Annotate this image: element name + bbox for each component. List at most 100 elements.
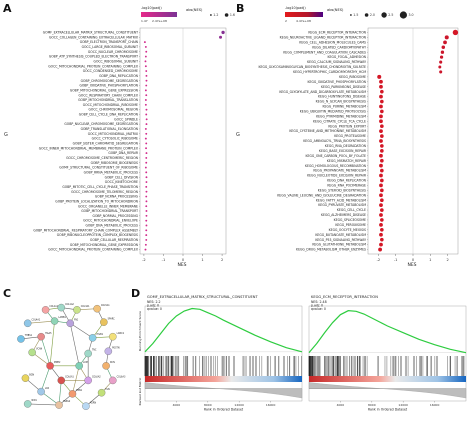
- network-node-label: MMP2: [54, 361, 61, 364]
- data-point: [380, 218, 384, 222]
- data-point: [380, 188, 384, 193]
- data-point: [380, 89, 384, 94]
- data-point: [144, 89, 147, 92]
- rank-heat-strip: [309, 376, 466, 382]
- category-label: KEGG_RNA_DEGRADATION: [325, 144, 367, 148]
- x-tick-label: 0: [412, 258, 415, 262]
- category-label: GOCC_RESPIRATORY_CHAIN_COMPLEX: [79, 93, 139, 97]
- category-label: GOBP_CELL_CYCLE_DNA_REPLICATION: [79, 113, 139, 117]
- category-label: GOBP_NUCLEAR_CHROMOSOME_SEGREGATION: [64, 122, 138, 126]
- data-point: [379, 153, 383, 158]
- category-label: KEGG_HUNTINGTONS_DISEASE: [318, 95, 366, 99]
- category-label: GOBP_NORMAL_PROCESSING: [93, 214, 139, 218]
- data-point: [441, 45, 446, 50]
- network-node-label: COL3A1: [81, 305, 90, 308]
- category-label: GOBP_CELL_DIVISION: [105, 175, 139, 179]
- panel-a-color-low: 1.47: [141, 19, 148, 23]
- category-label: GOBP_NCRNA_PROCESSING: [95, 195, 139, 199]
- gsea-ylabel-rank: Ranked List Metric: [138, 377, 142, 405]
- data-point: [379, 193, 383, 198]
- data-point: [379, 232, 383, 237]
- category-label: KEGG_CELL_CYCLE: [337, 208, 366, 212]
- network-node-label: LAMC1: [117, 332, 125, 335]
- data-point: [439, 60, 443, 64]
- rank-heat-strip: [145, 376, 302, 382]
- category-label: KEGG_CYSTEINE_AND_METHIONINE_METABOLISM: [289, 129, 366, 133]
- x-tick-label: 1: [429, 258, 431, 262]
- category-label: GOMF_EXTRACELLULAR_MATRIX_STRUCTURAL_CON…: [43, 31, 138, 35]
- category-label: GOCC_CONDENSED_CHROMOSOME: [83, 69, 138, 73]
- data-point: [221, 30, 225, 35]
- data-point: [145, 238, 148, 241]
- data-point: [444, 35, 449, 40]
- network-node: [21, 374, 30, 382]
- es-curve: [308, 310, 467, 354]
- panel-a-legend: -log10(padj) 1.47 2.47e+08 abs(NES) 1.2 1…: [141, 6, 235, 23]
- category-label: GOBP_TRANSLATIONAL_ELONGATION: [81, 127, 139, 131]
- size-legend-dot: [364, 13, 369, 17]
- category-label: GOCC_CHROMOSOME_CENTROMERIC_REGION: [66, 156, 139, 160]
- data-point: [145, 234, 148, 237]
- network-node-label: AGRN: [90, 401, 97, 404]
- network-node: [93, 304, 101, 313]
- data-point: [145, 205, 148, 208]
- gsea-xlabel: Rank in Ordered Dataset: [368, 408, 408, 412]
- panel-a-y-letter: G: [4, 132, 8, 138]
- category-label: KEGG_DNA_REPLICATION: [327, 179, 367, 183]
- network-node: [46, 362, 54, 370]
- panel-a-size-legend: 1.2 1.6: [210, 13, 235, 17]
- category-label: KEGG_PYRIMIDINE_METABOLISM: [316, 114, 366, 118]
- size-legend-label: 1.5: [353, 13, 358, 17]
- network-node-label: BGN: [29, 373, 34, 376]
- category-label: KEGG_RIBOSOME: [339, 75, 366, 79]
- network-node-label: ELN: [105, 388, 110, 391]
- data-point: [144, 65, 147, 68]
- network-node: [57, 303, 66, 312]
- network-node: [37, 332, 45, 341]
- network-node: [102, 362, 110, 370]
- category-label: GOBP_MITOTIC_CELL_CYCLE_PHASE_TRANSITION: [62, 185, 138, 189]
- network-edge: [70, 323, 93, 339]
- data-point: [145, 161, 148, 164]
- category-label: GOBP_RIBOSOME_BIOGENESIS: [91, 161, 138, 165]
- category-label: GOBP_DNA_REPLICATION: [99, 74, 139, 78]
- network-node: [84, 349, 92, 358]
- category-label: GOCC_ORGANELLE_INNER_MEMBRANE: [78, 204, 138, 208]
- data-point: [380, 237, 384, 242]
- category-label: GOBP_DNA_METABOLIC_PROCESS: [86, 224, 138, 228]
- data-point: [380, 124, 384, 129]
- network-node-label: VCAN: [36, 348, 43, 351]
- size-legend-dot: [210, 14, 212, 16]
- panel-b-color-high: 4.47e+08: [296, 19, 311, 23]
- category-label: GOCC_MITOCHONDRIAL_ENVELOPE: [83, 219, 138, 223]
- data-point: [379, 119, 383, 124]
- data-point: [380, 149, 384, 153]
- category-label: KEGG_PROPANOATE_METABOLISM: [313, 169, 366, 173]
- data-point: [145, 200, 148, 203]
- size-legend-dot: [399, 11, 407, 19]
- category-label: GOCC_SPINDLE: [114, 117, 138, 121]
- category-label: KEGG_BASE_EXCISION_REPAIR: [319, 149, 367, 153]
- gsea-frame: [144, 305, 303, 402]
- network-node-label: LAMB1: [58, 316, 66, 319]
- category-label: KEGG_UBIQUITIN_MEDIATED_PROTEOLYSIS: [300, 110, 366, 114]
- network-edge: [69, 323, 80, 366]
- panel-a-xlabel: NES: [177, 262, 186, 268]
- category-label: KEGG_CELL_ADHESION_MOLECULES_CAMS: [299, 40, 366, 44]
- category-label: KEGG_OXIDATIVE_PHOSPHORYLATION: [308, 80, 367, 84]
- category-label: KEGG_ECM_RECEPTOR_INTERACTION: [308, 31, 366, 35]
- panel-c-network: COL1A1 COL1A2 COL3A1 COL5A1 COL4A1 LAMB1 FN1 SP…: [17, 303, 126, 410]
- data-point: [145, 210, 148, 212]
- network-node-label: COL4A1: [31, 318, 40, 321]
- data-point: [380, 227, 384, 232]
- network-node-label: COL6A3: [117, 376, 126, 379]
- data-point: [379, 114, 383, 119]
- data-point: [379, 183, 383, 188]
- data-point: [145, 113, 148, 116]
- category-label: KEGG_PURINE_METABOLISM: [323, 105, 367, 109]
- data-point: [144, 166, 147, 169]
- category-label: GOBP_SISTER_CHROMATID_SEGREGATION: [73, 142, 139, 146]
- category-label: KEGG_SPLICEOSOME: [334, 218, 366, 222]
- rank-metric-area: [308, 382, 467, 399]
- network-node-label: FN1: [74, 318, 79, 321]
